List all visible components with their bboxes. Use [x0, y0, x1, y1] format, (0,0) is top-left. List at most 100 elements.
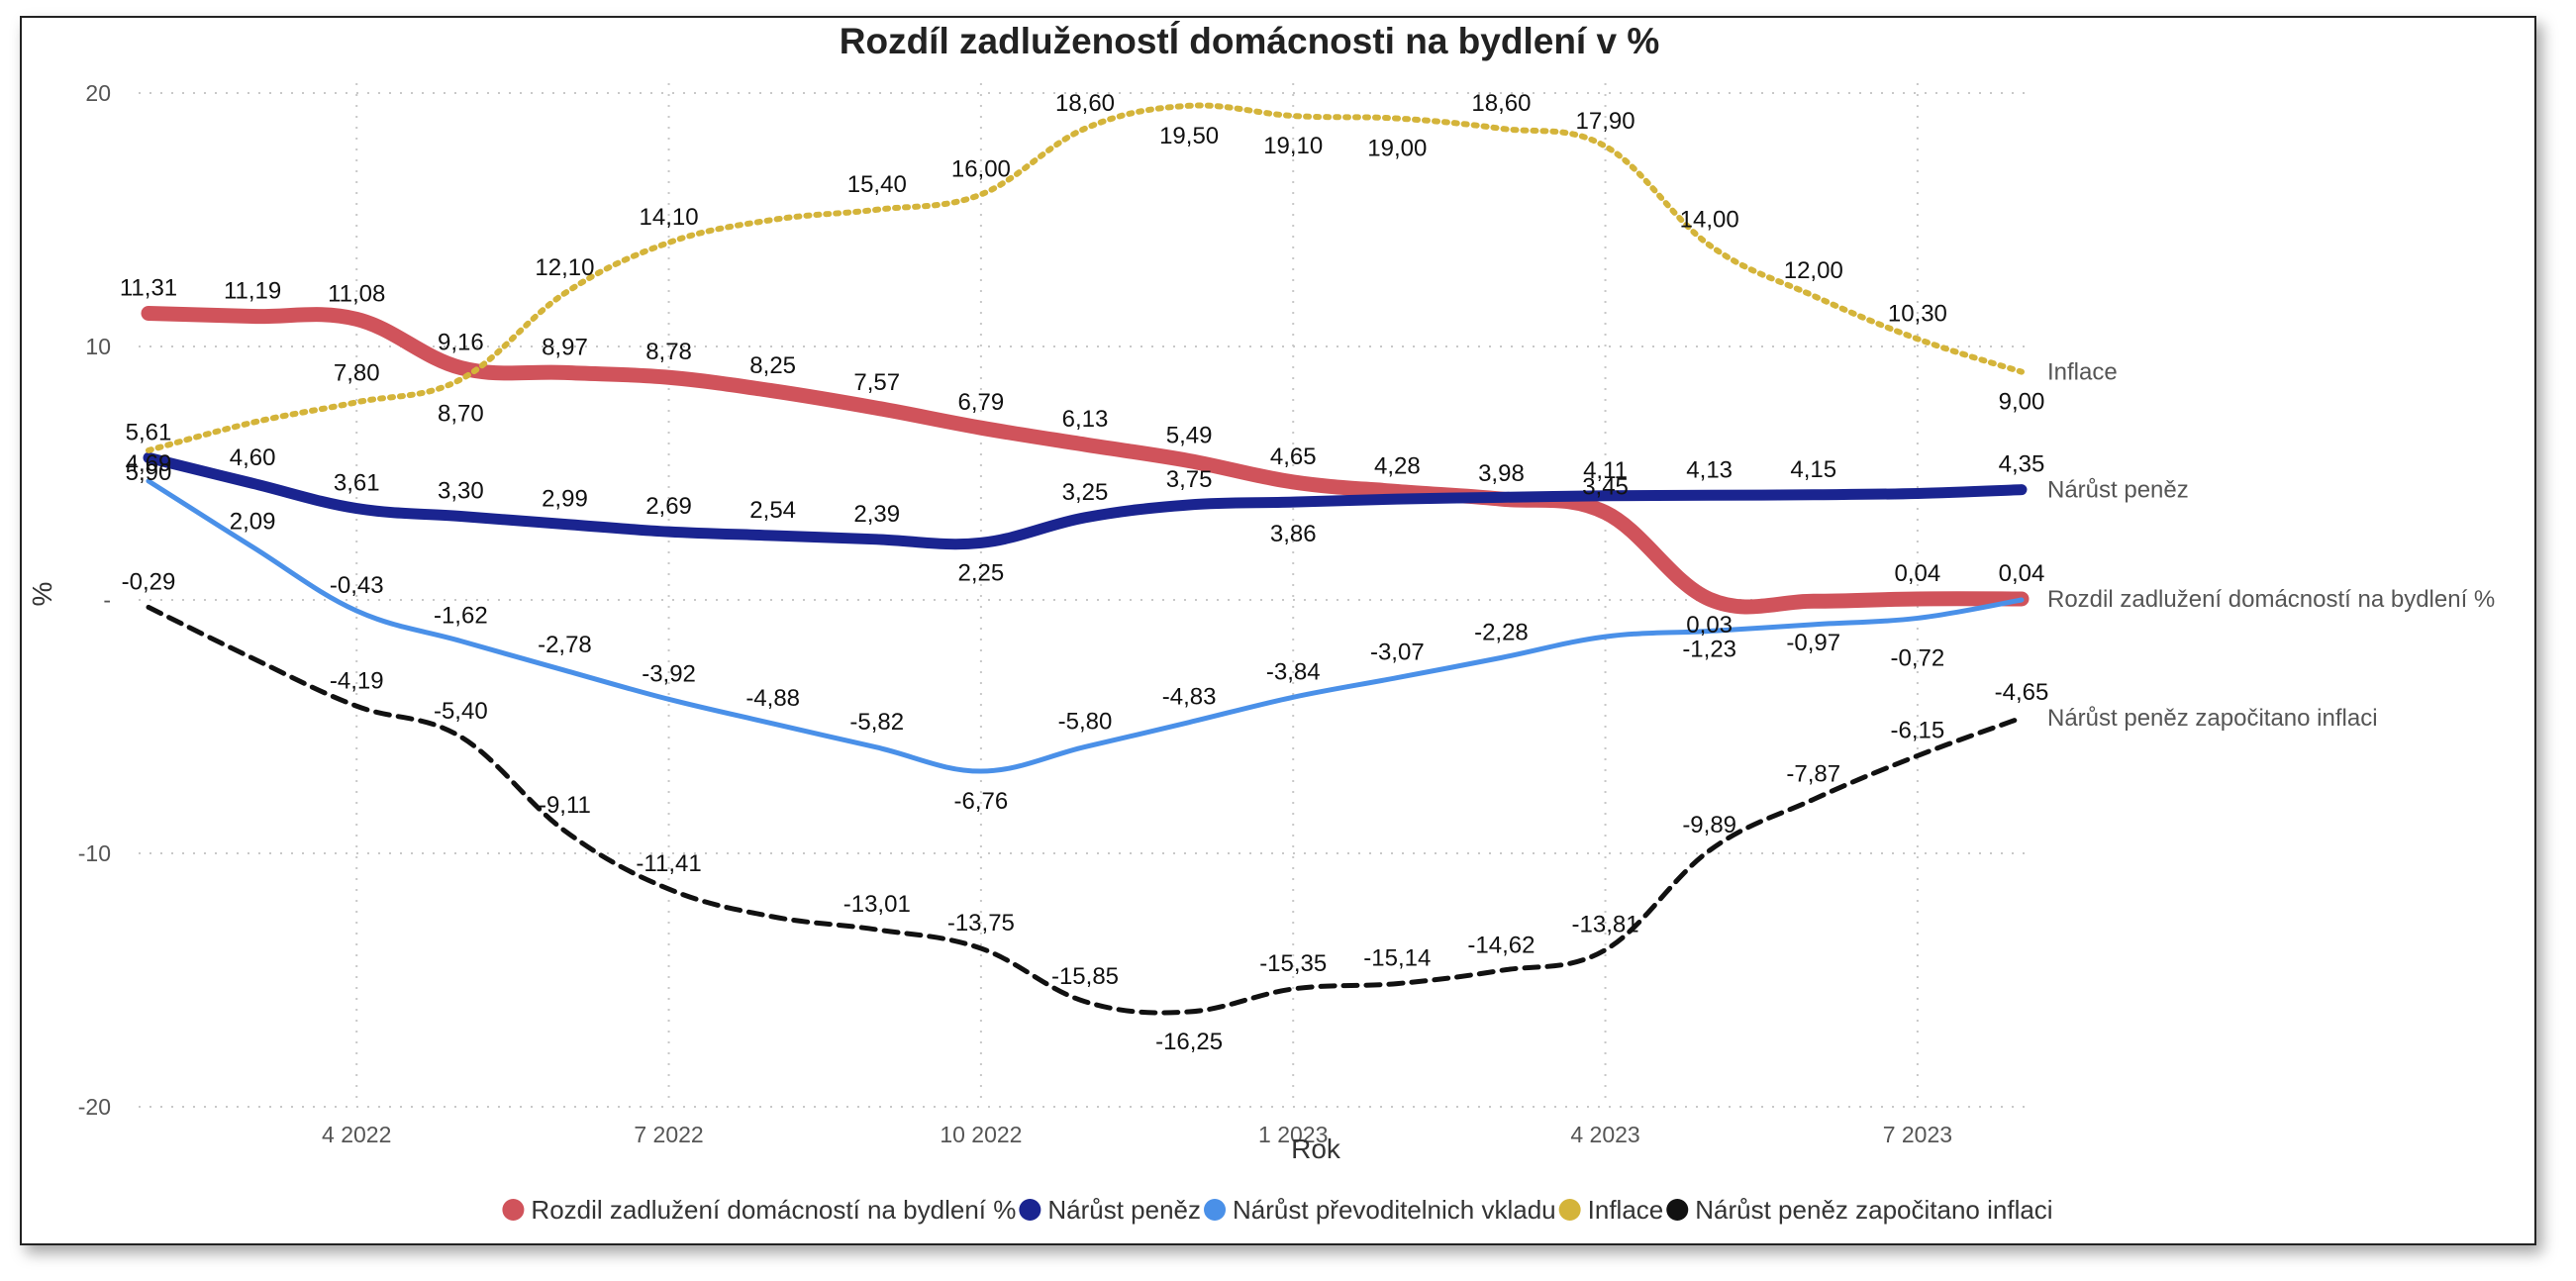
data-label: 11,31: [120, 274, 177, 301]
data-label: -15,35: [1259, 950, 1327, 977]
data-label: -13,75: [947, 910, 1015, 936]
y-tick-label: -: [103, 587, 111, 613]
x-tick-label: 4 2023: [1570, 1122, 1639, 1147]
legend-item-1: Rozdil zadlužení domácností na bydlení %: [502, 1195, 1016, 1225]
data-labels: 11,31 11,19 11,08 9,16 8,97 8,78 8,25 7,57 6,79 6…: [120, 90, 2048, 1055]
series-line-2: [143, 451, 2028, 550]
data-label: -6,15: [1891, 717, 1945, 743]
data-label: 8,70: [438, 400, 484, 427]
data-label: 2,09: [230, 508, 276, 535]
data-label: 5,90: [126, 459, 172, 486]
legend-label: Inflace: [1588, 1195, 1664, 1225]
data-label: 7,57: [853, 369, 900, 396]
data-label: 11,08: [328, 280, 385, 307]
legend-marker: [502, 1199, 525, 1221]
data-label: 0,04: [1999, 560, 2045, 587]
data-label: -0,43: [330, 572, 384, 599]
data-label: 17,90: [1576, 108, 1635, 135]
data-label: 4,28: [1374, 452, 1421, 479]
data-label: 5,61: [126, 419, 172, 445]
chart-frame: Rozdíl zadluženostÍ domácnosti na bydlen…: [20, 16, 2536, 1245]
data-label: -13,01: [843, 891, 911, 918]
x-tick-label: 4 2022: [322, 1122, 391, 1147]
x-axis-title: Rok: [1291, 1133, 1341, 1164]
series-lines: [141, 102, 2030, 1016]
chart-title: Rozdíl zadluženostÍ domácnosti na bydlen…: [840, 21, 1660, 61]
data-label: 14,00: [1680, 207, 1739, 234]
x-tick-label: 10 2022: [940, 1122, 1022, 1147]
y-tick-label: 20: [85, 80, 111, 106]
data-label: 8,78: [645, 339, 692, 365]
data-label: 2,39: [853, 501, 900, 528]
data-label: 16,00: [951, 155, 1011, 182]
data-label: 14,10: [640, 204, 699, 231]
data-label: 8,97: [542, 334, 588, 360]
series-end-labels: Rozdil zadlužení domácností na bydlení %…: [2047, 359, 2495, 732]
data-label: -9,11: [539, 792, 591, 819]
data-label: -14,62: [1467, 932, 1535, 958]
gridlines: [139, 83, 2031, 1108]
legend-marker: [1558, 1199, 1581, 1221]
data-label: -2,28: [1474, 619, 1529, 645]
data-label: -6,76: [954, 788, 1009, 815]
data-label: -9,89: [1682, 812, 1736, 838]
data-label: 9,16: [438, 330, 484, 356]
data-label: -0,72: [1891, 644, 1945, 671]
data-label: 3,30: [438, 478, 484, 505]
data-label: 4,15: [1790, 456, 1836, 483]
legend-item-4: Inflace: [1558, 1195, 1664, 1225]
data-label: -15,14: [1363, 945, 1431, 972]
data-label: 7,80: [334, 359, 380, 386]
data-label: -3,84: [1266, 658, 1321, 685]
data-label: 6,79: [958, 389, 1005, 416]
series-line-1: [141, 305, 2030, 615]
data-label: 2,25: [958, 559, 1005, 586]
data-label: 4,35: [1999, 451, 2045, 478]
data-label: -15,85: [1051, 963, 1119, 990]
legend-label: Rozdil zadlužení domácností na bydlení %: [531, 1195, 1016, 1225]
data-label: 12,10: [535, 254, 594, 281]
data-label: 0,04: [1895, 560, 1941, 587]
data-label: 9,00: [1999, 389, 2045, 416]
data-label: -7,87: [1786, 760, 1840, 787]
line-chart: Rozdíl zadluženostÍ domácnosti na bydlen…: [27, 21, 2495, 1225]
data-label: -1,62: [434, 602, 488, 629]
legend-marker: [1666, 1199, 1689, 1221]
series-end-label: Nárůst peněz: [2047, 477, 2189, 504]
data-label: 4,65: [1270, 443, 1317, 470]
data-label: 4,60: [230, 444, 276, 471]
data-label: 6,13: [1062, 406, 1109, 433]
data-label: -5,40: [434, 698, 488, 725]
legend-label: Nárůst peněz započitano inflaci: [1695, 1195, 2052, 1225]
data-label: 8,25: [749, 352, 796, 379]
legend-item-5: Nárůst peněz započitano inflaci: [1666, 1195, 2053, 1225]
data-label: 12,00: [1784, 257, 1843, 284]
data-label: 18,60: [1471, 90, 1531, 117]
legend-item-3: Nárůst převoditelnich vkladu: [1204, 1195, 1556, 1225]
series-end-label: Rozdil zadlužení domácností na bydlení %: [2047, 586, 2495, 613]
data-label: 10,30: [1888, 300, 1947, 327]
data-label: -0,97: [1786, 630, 1840, 656]
data-label: -2,78: [538, 632, 592, 658]
series-end-label: Inflace: [2047, 359, 2118, 386]
data-label: -4,65: [1995, 679, 2049, 706]
data-label: 2,54: [749, 497, 796, 524]
data-label: 3,75: [1166, 466, 1213, 493]
data-label: -4,88: [745, 685, 800, 712]
y-axis-title: %: [27, 582, 57, 607]
y-tick-label: 10: [85, 334, 111, 359]
data-label: 3,86: [1270, 521, 1317, 547]
data-label: -5,80: [1058, 708, 1113, 735]
data-label: 11,19: [224, 278, 281, 305]
data-label: 19,00: [1367, 136, 1427, 162]
legend-item-2: Nárůst peněz: [1019, 1195, 1201, 1225]
data-label: -13,81: [1572, 912, 1639, 938]
data-label: 4,13: [1686, 456, 1733, 483]
data-label: -4,83: [1162, 684, 1217, 711]
x-tick-label: 1 2023: [1258, 1122, 1328, 1147]
data-label: 18,60: [1055, 90, 1115, 117]
series-line-4: [146, 102, 2025, 453]
legend-label: Nárůst peněz: [1047, 1195, 1201, 1225]
legend: Rozdil zadlužení domácností na bydlení %…: [502, 1195, 2053, 1225]
data-label: -0,29: [122, 568, 176, 595]
